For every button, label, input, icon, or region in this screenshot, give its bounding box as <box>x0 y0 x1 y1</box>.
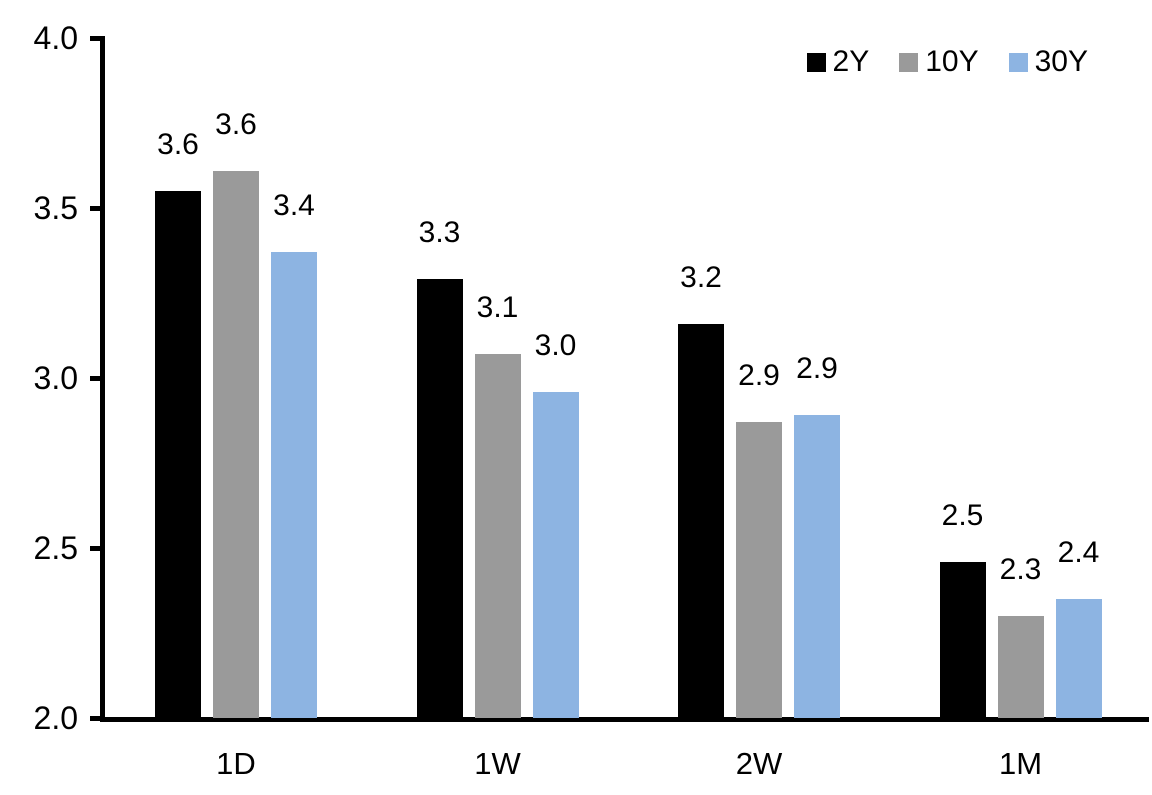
bar-value-label: 3.6 <box>157 128 199 161</box>
y-tick-label: 4.0 <box>33 20 78 56</box>
bar-value-label: 2.9 <box>796 352 838 386</box>
y-tick-mark <box>90 545 102 551</box>
bar-value-label: 3.0 <box>534 328 577 362</box>
bar-2y-2w <box>678 323 724 718</box>
y-tick-mark <box>90 375 102 381</box>
y-axis-line <box>100 36 105 722</box>
bar-value-label: 2.3 <box>999 553 1042 586</box>
bar-value-label: 2.9 <box>738 359 780 393</box>
x-category-label-1d: 1D <box>216 746 256 781</box>
bar-value-label: 3.2 <box>680 260 722 294</box>
y-tick-mark <box>90 35 102 41</box>
bar-10y-1d <box>213 170 259 718</box>
legend-label: 10Y <box>925 45 979 78</box>
bar-30y-1m <box>1055 599 1102 718</box>
bar-10y-1m <box>997 616 1044 718</box>
bar-value-label: 2.4 <box>1057 536 1100 569</box>
legend-swatch-icon <box>806 52 826 72</box>
legend-item-2y: 2Y <box>806 44 870 80</box>
y-tick-label: 2.0 <box>33 700 78 736</box>
bar-value-label: 3.6 <box>215 107 257 141</box>
legend-item-10y: 10Y <box>899 44 979 80</box>
legend-item-30y: 30Y <box>1008 44 1088 80</box>
x-category-label-1w: 1W <box>474 746 521 781</box>
bar-10y-2w <box>736 422 782 718</box>
bar-2y-1w <box>416 279 463 718</box>
bar-30y-2w <box>794 415 840 718</box>
bar-30y-1d <box>271 252 317 718</box>
y-tick-mark <box>90 205 102 211</box>
y-tick-label: 2.5 <box>33 530 78 566</box>
legend-label: 2Y <box>832 45 870 78</box>
x-category-label-1m: 1M <box>998 746 1043 781</box>
bar-value-label: 3.4 <box>273 189 315 223</box>
x-category-label-2w: 2W <box>735 746 783 781</box>
bar-30y-1w <box>532 391 579 718</box>
bar-10y-1w <box>474 354 521 718</box>
legend-swatch-icon <box>1008 52 1028 72</box>
bar-value-label: 3.3 <box>418 216 461 250</box>
y-tick-mark <box>90 715 102 721</box>
y-tick-label: 3.5 <box>33 190 78 226</box>
bar-value-label: 2.5 <box>941 498 984 532</box>
bar-2y-1d <box>155 191 201 718</box>
legend-label: 30Y <box>1034 45 1088 78</box>
bar-value-label: 3.1 <box>476 291 519 325</box>
chart-legend: 2Y 10Y 30Y <box>806 44 1088 80</box>
bar-2y-1m <box>939 561 986 718</box>
y-tick-label: 3.0 <box>33 360 78 396</box>
legend-swatch-icon <box>899 52 919 72</box>
x-axis-line <box>100 717 1149 722</box>
